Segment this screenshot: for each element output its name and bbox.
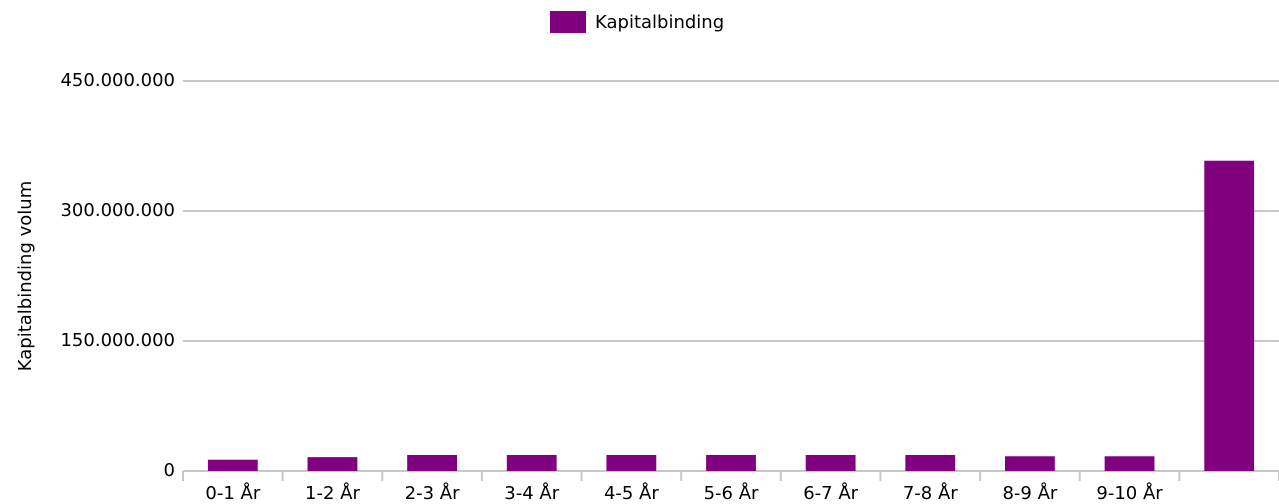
bar	[1204, 160, 1255, 471]
bar	[1104, 456, 1155, 471]
y-tick-label: 450.000.000	[60, 70, 175, 91]
bar	[506, 454, 557, 471]
x-tick-label: 5-6 År	[704, 482, 759, 504]
legend-swatch	[550, 11, 586, 33]
bar	[307, 457, 358, 471]
x-tick-label: 7-8 År	[903, 482, 958, 504]
x-tick-label: 2-3 År	[405, 482, 460, 504]
y-tick-label: 0	[164, 460, 175, 481]
x-tick-label: 0-1 År	[205, 482, 260, 504]
bar	[606, 454, 657, 471]
y-tick-label: 150.000.000	[60, 330, 175, 351]
bar	[1005, 456, 1055, 471]
bar	[407, 454, 457, 471]
x-tick-label: 1-2 År	[305, 482, 360, 504]
x-tick-label: 6-7 År	[803, 482, 858, 504]
bar	[207, 459, 258, 471]
bar	[805, 454, 856, 471]
bar	[706, 454, 756, 471]
legend-label: Kapitalbinding	[595, 12, 724, 33]
x-tick-label: 4-5 År	[604, 482, 659, 504]
y-tick-label: 300.000.000	[60, 200, 175, 221]
x-tick-label: 3-4 År	[504, 482, 559, 504]
y-axis-label: Kapitalbinding volum	[15, 181, 36, 371]
bar	[905, 454, 956, 471]
x-tick-label: 9-10 År	[1096, 482, 1163, 504]
x-tick-label: 8-9 År	[1002, 482, 1057, 504]
